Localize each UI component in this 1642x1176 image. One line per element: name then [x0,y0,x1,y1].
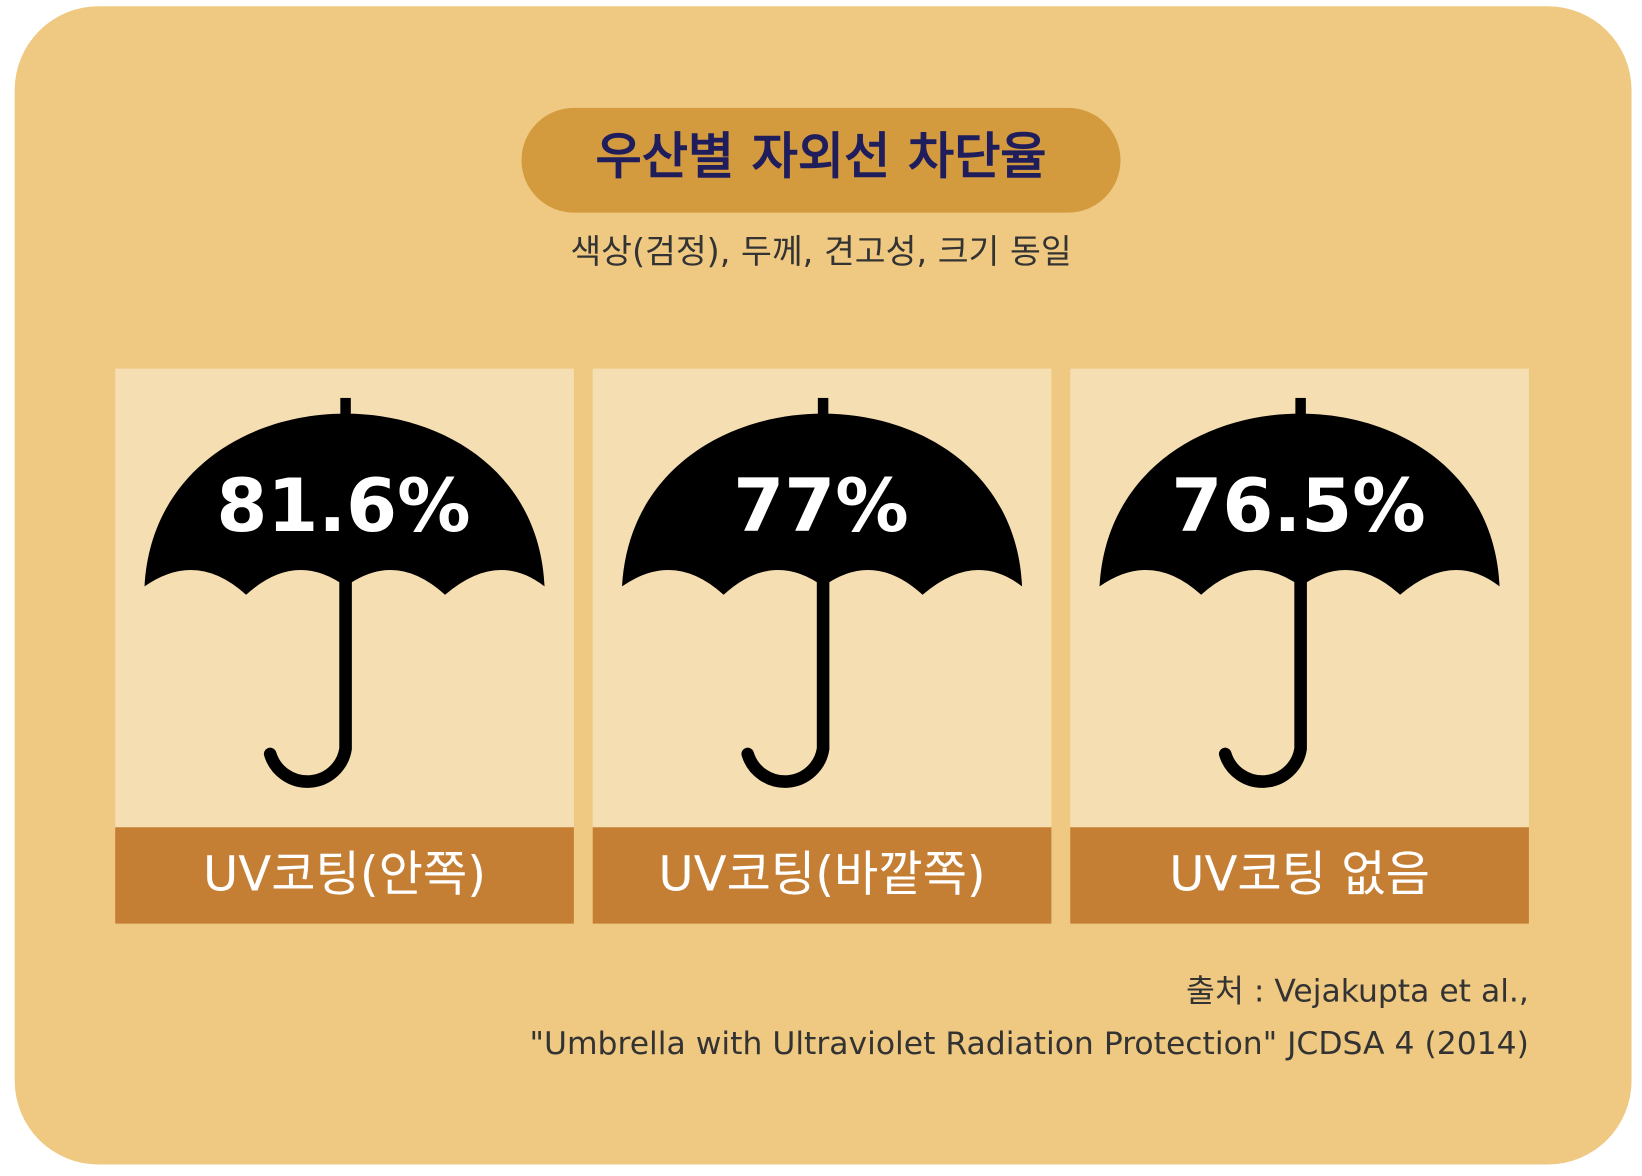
title: 우산별 자외선 차단율 [595,127,1046,186]
umbrella-handle [741,574,830,788]
cards: 81.6% UV코팅(안쪽) 77% UV코팅(바깥쪽) 76.5% UV코팅 없음 [115,368,1529,924]
percent-value: 76.5% [1171,464,1425,549]
source-line: 출처 : Vejakupta et al., [1186,974,1529,1010]
card: 76.5% UV코팅 없음 [1070,368,1529,924]
card: 81.6% UV코팅(안쪽) [115,368,574,924]
subtitle: 색상(검정), 두께, 견고성, 크기 동일 [570,232,1071,271]
umbrella-handle [263,574,352,788]
card-label: UV코팅(안쪽) [203,847,486,903]
umbrella-handle [1218,574,1307,788]
umbrella-tip [1295,397,1306,421]
percent-value: 77% [733,464,908,549]
source-line: "Umbrella with Ultraviolet Radiation Pro… [530,1026,1529,1062]
card-label-strip [592,827,1052,924]
card-label: UV코팅 없음 [1169,847,1430,903]
card-label-strip [115,827,574,924]
card: 77% UV코팅(바깥쪽) [592,368,1052,924]
umbrella-tip [340,397,351,421]
umbrella-canopy [622,413,1023,595]
card-label: UV코팅(바깥쪽) [658,847,985,903]
umbrella-canopy [144,413,545,595]
percent-value: 81.6% [216,464,470,549]
umbrella-tip [817,397,829,421]
umbrella-canopy [1099,413,1500,595]
title-pill [521,107,1121,213]
card-label-strip [1070,827,1529,924]
